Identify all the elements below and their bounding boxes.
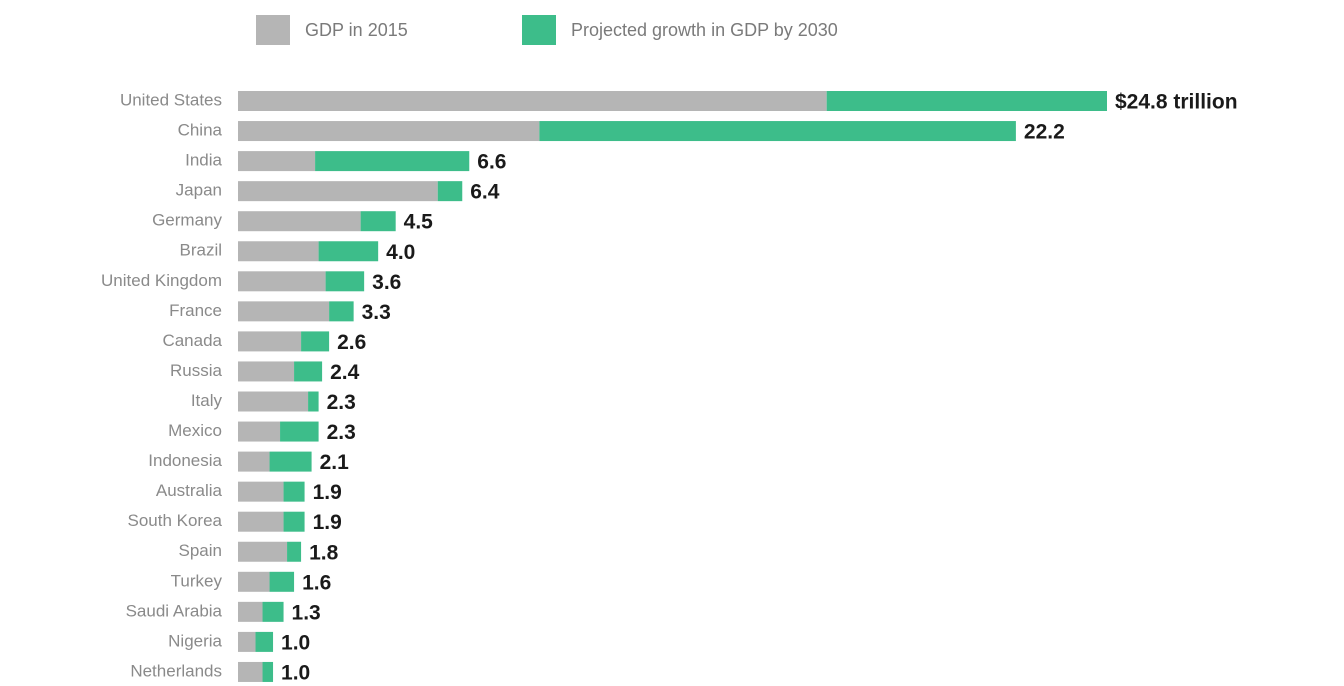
legend-swatch — [522, 15, 556, 45]
category-label: Nigeria — [168, 631, 222, 650]
category-label: China — [178, 121, 223, 140]
category-label: Saudi Arabia — [126, 601, 223, 620]
total-label: 1.6 — [302, 571, 331, 594]
bar-segment — [238, 601, 263, 622]
legend-label: GDP in 2015 — [305, 20, 408, 40]
bar-segment — [826, 91, 1107, 111]
total-label: 1.3 — [292, 601, 321, 624]
total-label: 1.0 — [281, 631, 310, 654]
bar-segment — [238, 541, 288, 562]
total-label: 22.2 — [1024, 121, 1065, 144]
bar-segment — [238, 331, 302, 352]
category-label: France — [169, 301, 222, 320]
category-label: Spain — [179, 541, 222, 560]
bar-segment — [238, 571, 270, 592]
bar-segment — [301, 331, 330, 352]
bar-segment — [238, 511, 284, 532]
category-label: Australia — [156, 481, 223, 500]
bar-segment — [238, 151, 316, 172]
bar-segment — [238, 301, 330, 322]
bar-segment — [238, 91, 827, 111]
category-label: Russia — [170, 361, 223, 380]
category-label: United Kingdom — [101, 271, 222, 290]
bar-segment — [283, 481, 305, 502]
category-label: Netherlands — [130, 661, 222, 680]
total-label: 2.3 — [327, 421, 356, 444]
category-label: Mexico — [168, 421, 222, 440]
bar-segment — [262, 601, 284, 622]
bar-segment — [238, 391, 309, 412]
category-label: Indonesia — [148, 451, 222, 470]
bar-segment — [294, 361, 323, 382]
category-label: Japan — [176, 181, 222, 200]
total-label: 4.0 — [386, 241, 415, 264]
category-label: Italy — [191, 391, 223, 410]
total-label: 6.6 — [477, 151, 506, 174]
total-label: 1.0 — [281, 661, 310, 684]
bar-segment — [269, 571, 295, 592]
bar-segment — [280, 421, 319, 442]
total-label: 2.1 — [320, 451, 350, 474]
category-label: Canada — [162, 331, 222, 350]
bar-segment — [283, 511, 305, 532]
bar-segment — [238, 241, 319, 262]
category-label: Brazil — [179, 241, 222, 260]
bar-segment — [287, 541, 302, 562]
bar-segment — [360, 211, 396, 232]
bar-segment — [238, 451, 270, 472]
category-label: Germany — [152, 211, 222, 230]
bar-segment — [318, 241, 379, 262]
total-label: 2.6 — [337, 331, 366, 354]
bar-segment — [238, 661, 263, 682]
bar-segment — [255, 631, 274, 652]
bar-segment — [262, 661, 274, 682]
category-label: South Korea — [127, 511, 222, 530]
total-label: 1.9 — [313, 511, 342, 534]
category-label: Turkey — [171, 571, 223, 590]
bar-segment — [315, 151, 470, 172]
bar-segment — [238, 121, 540, 142]
bar-segment — [238, 361, 295, 382]
total-label: 6.4 — [470, 181, 500, 204]
total-label: 3.3 — [362, 301, 391, 324]
total-label: 3.6 — [372, 271, 401, 294]
bar-segment — [238, 631, 256, 652]
bar-segment — [325, 271, 365, 292]
category-label: United States — [120, 90, 222, 109]
bar-segment — [539, 121, 1016, 142]
legend-label: Projected growth in GDP by 2030 — [571, 20, 838, 40]
bar-segment — [437, 181, 463, 202]
legend-swatch — [256, 15, 290, 45]
bar-segment — [238, 481, 284, 502]
bar-segment — [238, 271, 326, 292]
bar-segment — [238, 421, 281, 442]
total-label: 2.4 — [330, 361, 360, 384]
bar-segment — [238, 181, 438, 202]
total-label: 1.8 — [309, 541, 339, 564]
total-label: $24.8 trillion — [1115, 91, 1238, 114]
total-label: 4.5 — [404, 211, 434, 234]
bar-segment — [238, 211, 361, 232]
category-label: India — [185, 151, 222, 170]
bar-segment — [329, 301, 354, 322]
total-label: 1.9 — [313, 481, 342, 504]
bar-segment — [269, 451, 312, 472]
total-label: 2.3 — [327, 391, 356, 414]
bar-segment — [308, 391, 319, 412]
